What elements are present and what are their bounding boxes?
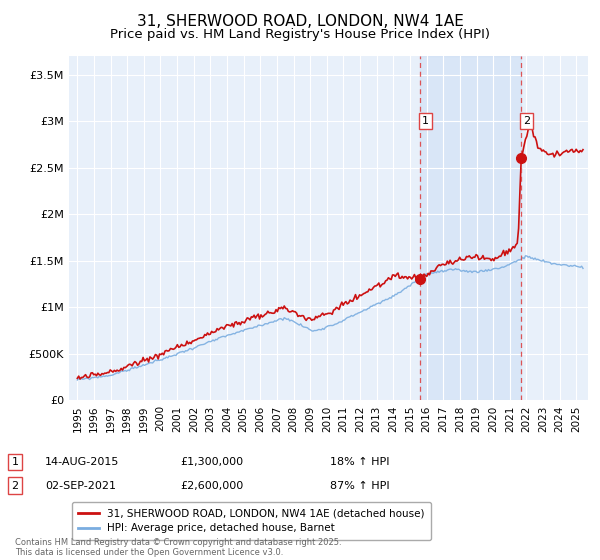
Text: 2: 2 <box>11 480 19 491</box>
Text: 02-SEP-2021: 02-SEP-2021 <box>45 480 116 491</box>
Text: 87% ↑ HPI: 87% ↑ HPI <box>330 480 389 491</box>
Text: 1: 1 <box>422 116 429 126</box>
Text: 2: 2 <box>523 116 530 126</box>
Text: 14-AUG-2015: 14-AUG-2015 <box>45 457 119 467</box>
Text: 31, SHERWOOD ROAD, LONDON, NW4 1AE: 31, SHERWOOD ROAD, LONDON, NW4 1AE <box>137 14 463 29</box>
Legend: 31, SHERWOOD ROAD, LONDON, NW4 1AE (detached house), HPI: Average price, detache: 31, SHERWOOD ROAD, LONDON, NW4 1AE (deta… <box>71 502 431 540</box>
Text: Contains HM Land Registry data © Crown copyright and database right 2025.
This d: Contains HM Land Registry data © Crown c… <box>15 538 341 557</box>
Text: 1: 1 <box>11 457 19 467</box>
Text: £1,300,000: £1,300,000 <box>180 457 243 467</box>
Text: Price paid vs. HM Land Registry's House Price Index (HPI): Price paid vs. HM Land Registry's House … <box>110 28 490 41</box>
Text: 18% ↑ HPI: 18% ↑ HPI <box>330 457 389 467</box>
Text: £2,600,000: £2,600,000 <box>180 480 243 491</box>
Bar <box>420 56 521 400</box>
